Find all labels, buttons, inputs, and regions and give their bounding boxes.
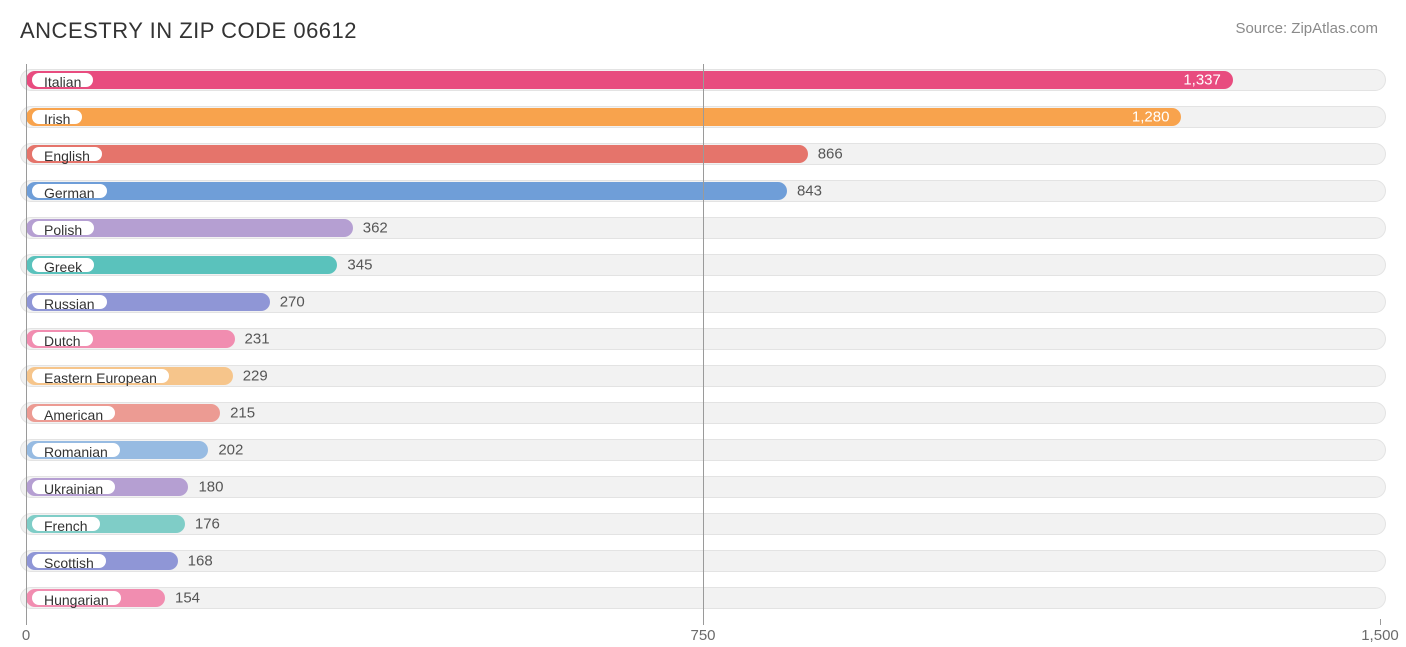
bar-row: Eastern European 229	[20, 360, 1386, 392]
bar-value: 202	[218, 442, 243, 459]
bar-label-pill: Eastern European	[30, 367, 171, 385]
bar-row: Scottish 168	[20, 545, 1386, 577]
bar-label-pill: French	[30, 515, 102, 533]
bar-value: 270	[280, 294, 305, 311]
bar-row: Italian 1,337	[20, 64, 1386, 96]
x-tick: 750	[673, 619, 733, 644]
bar-row: French 176	[20, 508, 1386, 540]
bar-value: 843	[797, 183, 822, 200]
chart-container: ANCESTRY IN ZIP CODE 06612 Source: ZipAt…	[0, 0, 1406, 644]
bar-value: 1,280	[1132, 109, 1170, 126]
bar-value: 229	[243, 368, 268, 385]
bar	[26, 182, 787, 200]
bar-label-pill: Polish	[30, 219, 96, 237]
bar	[26, 71, 1233, 89]
bar-row: Polish 362	[20, 212, 1386, 244]
bar-value: 866	[818, 146, 843, 163]
bar-row: Hungarian 154	[20, 582, 1386, 614]
bar-label-pill: Scottish	[30, 552, 108, 570]
x-tick-mark	[1380, 619, 1381, 625]
bar-label-pill: Italian	[30, 71, 95, 89]
x-tick-label: 1,500	[1350, 627, 1406, 644]
bar-row: American 215	[20, 397, 1386, 429]
bar-row: Ukrainian 180	[20, 471, 1386, 503]
bar-row: German 843	[20, 175, 1386, 207]
chart-title: ANCESTRY IN ZIP CODE 06612	[20, 18, 1386, 44]
bar-row: Russian 270	[20, 286, 1386, 318]
bar-row: Romanian 202	[20, 434, 1386, 466]
x-tick-label: 750	[673, 627, 733, 644]
bar-track	[20, 402, 1386, 424]
bar-track	[20, 513, 1386, 535]
bar-label-pill: American	[30, 404, 117, 422]
bar-label-pill: Irish	[30, 108, 84, 126]
bar-value: 1,337	[1183, 72, 1221, 89]
bar-row: Dutch 231	[20, 323, 1386, 355]
bar-label-pill: Russian	[30, 293, 109, 311]
bar-row: Irish 1,280	[20, 101, 1386, 133]
chart-source: Source: ZipAtlas.com	[1235, 20, 1378, 37]
bar-row: English 866	[20, 138, 1386, 170]
bar-value: 180	[198, 479, 223, 496]
bar-value: 362	[363, 220, 388, 237]
bar-value: 231	[245, 331, 270, 348]
bar-value: 168	[188, 553, 213, 570]
bar-value: 345	[347, 257, 372, 274]
x-tick-mark	[703, 619, 704, 625]
bar-track	[20, 587, 1386, 609]
bar-value: 176	[195, 516, 220, 533]
x-tick: 1,500	[1350, 619, 1406, 644]
bar-label-pill: Greek	[30, 256, 96, 274]
x-tick: 0	[0, 619, 56, 644]
bar	[26, 145, 808, 163]
bar-value: 215	[230, 405, 255, 422]
bar-label-pill: German	[30, 182, 109, 200]
bar-label-pill: Ukrainian	[30, 478, 117, 496]
bar-track	[20, 550, 1386, 572]
bar	[26, 108, 1181, 126]
bar-label-pill: Romanian	[30, 441, 122, 459]
bar-label-pill: English	[30, 145, 104, 163]
bar-track	[20, 476, 1386, 498]
x-tick-mark	[26, 619, 27, 625]
x-tick-label: 0	[0, 627, 56, 644]
x-axis: 07501,500	[20, 619, 1386, 647]
bar-label-pill: Dutch	[30, 330, 95, 348]
bar-label-pill: Hungarian	[30, 589, 123, 607]
bar-row: Greek 345	[20, 249, 1386, 281]
bar-value: 154	[175, 590, 200, 607]
bar-chart: Italian 1,337 Irish 1,280 English 866 German 84…	[20, 64, 1386, 647]
